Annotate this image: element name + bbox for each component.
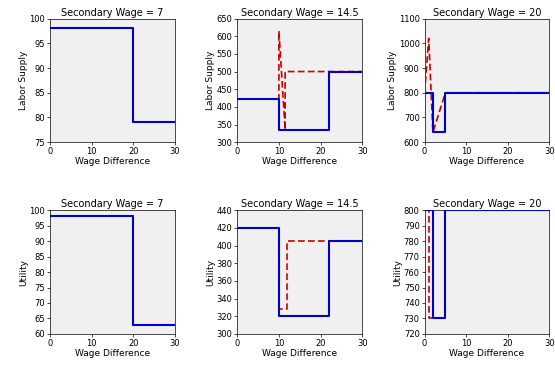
Y-axis label: Labor Supply: Labor Supply	[388, 51, 397, 110]
Y-axis label: Labor Supply: Labor Supply	[206, 51, 215, 110]
X-axis label: Wage Difference: Wage Difference	[450, 157, 524, 167]
X-axis label: Wage Difference: Wage Difference	[75, 349, 150, 358]
Title: Secondary Wage = 20: Secondary Wage = 20	[433, 8, 541, 18]
X-axis label: Wage Difference: Wage Difference	[450, 349, 524, 358]
Y-axis label: Utility: Utility	[393, 259, 402, 286]
Title: Secondary Wage = 7: Secondary Wage = 7	[61, 200, 164, 210]
Title: Secondary Wage = 14.5: Secondary Wage = 14.5	[241, 200, 359, 210]
X-axis label: Wage Difference: Wage Difference	[75, 157, 150, 167]
Y-axis label: Labor Supply: Labor Supply	[19, 51, 28, 110]
Title: Secondary Wage = 20: Secondary Wage = 20	[433, 200, 541, 210]
Y-axis label: Utility: Utility	[19, 259, 28, 286]
Title: Secondary Wage = 14.5: Secondary Wage = 14.5	[241, 8, 359, 18]
Y-axis label: Utility: Utility	[206, 259, 215, 286]
X-axis label: Wage Difference: Wage Difference	[262, 349, 337, 358]
Title: Secondary Wage = 7: Secondary Wage = 7	[61, 8, 164, 18]
X-axis label: Wage Difference: Wage Difference	[262, 157, 337, 167]
